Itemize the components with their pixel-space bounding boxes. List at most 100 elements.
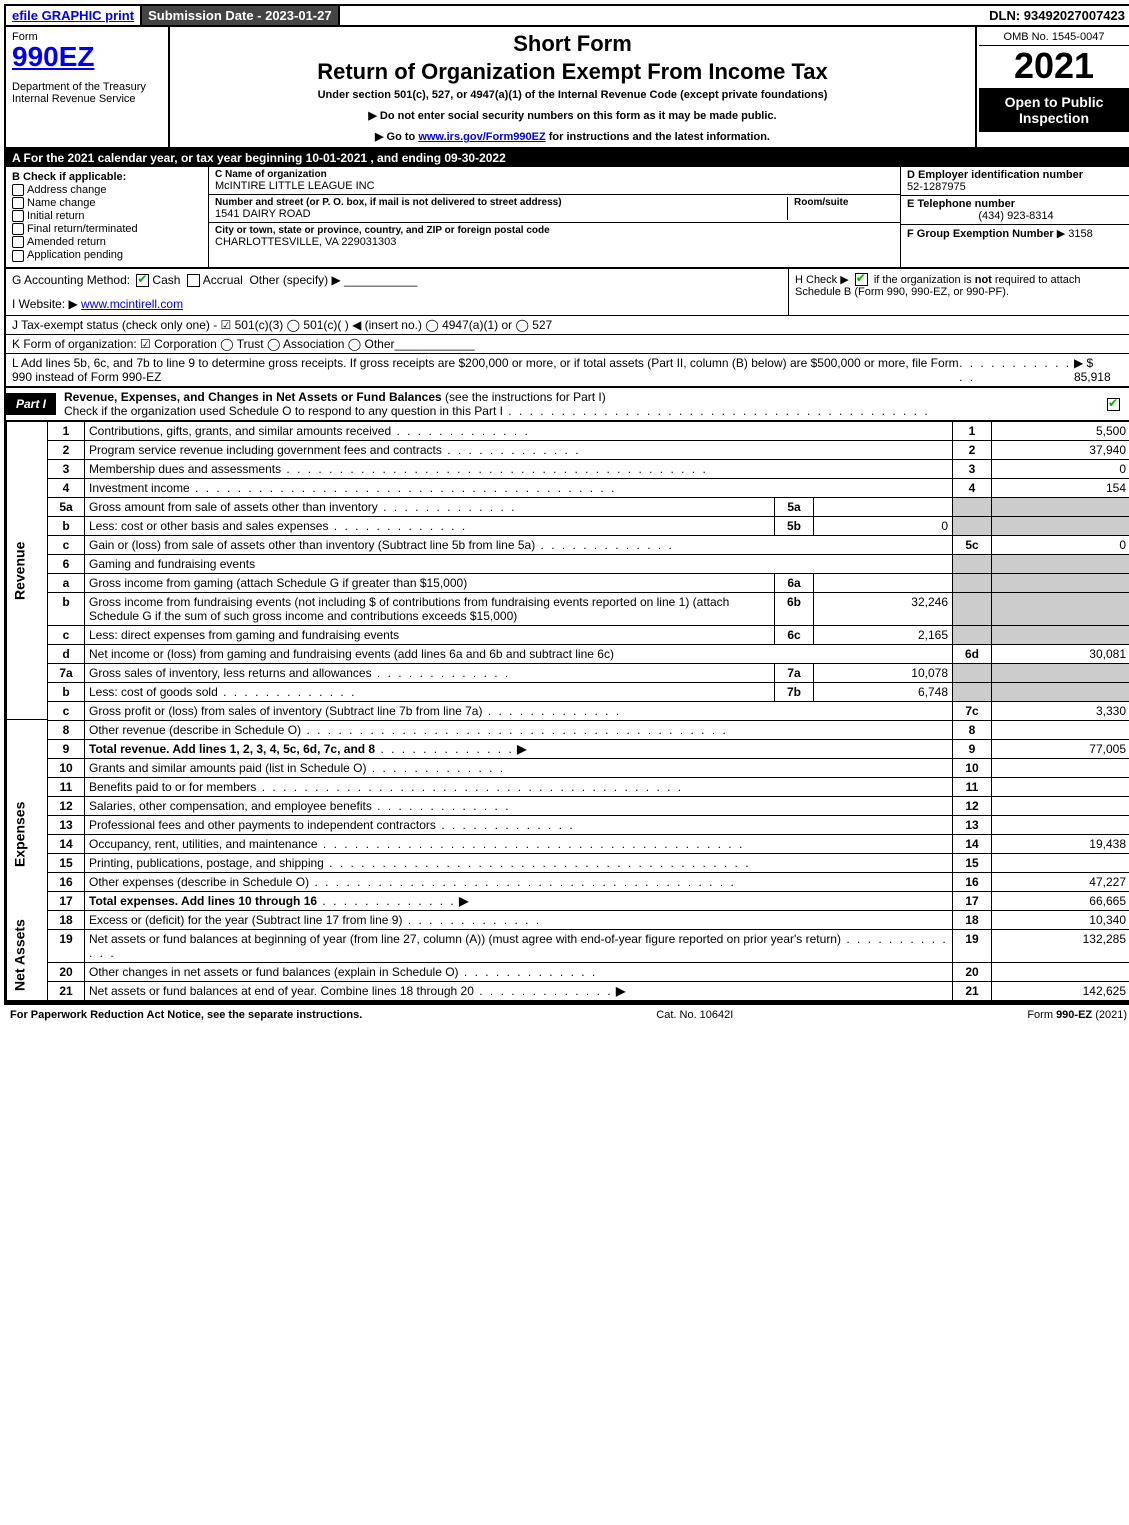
v5c: 0 [992, 535, 1129, 554]
footer-right: Form 990-EZ (2021) [1027, 1009, 1127, 1021]
section-h: H Check ▶ if the organization is not req… [788, 269, 1129, 315]
section-c: C Name of organization McINTIRE LITTLE L… [209, 167, 900, 267]
footer-mid: Cat. No. 10642I [362, 1009, 1027, 1021]
rn12: 12 [953, 796, 992, 815]
form-header: Form 990EZ Department of the Treasury In… [6, 27, 1129, 149]
chk-cash[interactable] [136, 274, 149, 287]
d2: Program service revenue including govern… [85, 440, 953, 459]
org-name: McINTIRE LITTLE LEAGUE INC [215, 180, 894, 192]
l-val: ▶ $ 85,918 [1074, 356, 1125, 384]
header-right: OMB No. 1545-0047 2021 Open to Public In… [975, 27, 1129, 147]
ln19: 19 [48, 929, 85, 962]
sl5a: 5a [775, 497, 814, 516]
g-lbl: G Accounting Method: [12, 273, 130, 287]
chk-name[interactable]: Name change [12, 197, 202, 209]
chk-pending[interactable]: Application pending [12, 249, 202, 261]
form-number-link[interactable]: 990EZ [12, 41, 95, 72]
d18: Excess or (deficit) for the year (Subtra… [85, 910, 953, 929]
chk-address[interactable]: Address change [12, 184, 202, 196]
part1-endcheck [1104, 397, 1129, 411]
sv7b: 6,748 [814, 682, 953, 701]
j-text: J Tax-exempt status (check only one) - ☑… [12, 318, 552, 332]
chk-initial[interactable]: Initial return [12, 210, 202, 222]
ln3: 3 [48, 459, 85, 478]
note-goto: ▶ Go to www.irs.gov/Form990EZ for instru… [174, 130, 971, 143]
rn2: 2 [953, 440, 992, 459]
ln2: 2 [48, 440, 85, 459]
omb: OMB No. 1545-0047 [979, 29, 1129, 46]
irs-link[interactable]: www.irs.gov/Form990EZ [418, 131, 545, 143]
ein-cell: D Employer identification number 52-1287… [901, 167, 1129, 196]
side-revenue: Revenue [7, 421, 48, 720]
d9: Total revenue. Add lines 1, 2, 3, 4, 5c,… [85, 739, 953, 758]
row-gh: G Accounting Method: Cash Accrual Other … [6, 269, 1129, 316]
ln7c: c [48, 701, 85, 720]
website-link[interactable]: www.mcintirell.com [81, 297, 183, 311]
city-cell: City or town, state or province, country… [209, 223, 900, 250]
ln6d: d [48, 644, 85, 663]
chk-amended[interactable]: Amended return [12, 236, 202, 248]
form-title: Return of Organization Exempt From Incom… [174, 59, 971, 85]
v10 [992, 758, 1129, 777]
d6b: Gross income from fundraising events (no… [85, 592, 775, 625]
l-text: L Add lines 5b, 6c, and 7b to line 9 to … [12, 356, 959, 384]
short-form: Short Form [174, 31, 971, 57]
row-l: L Add lines 5b, 6c, and 7b to line 9 to … [6, 354, 1129, 386]
d6: Gaming and fundraising events [85, 554, 953, 573]
street-cell: Number and street (or P. O. box, if mail… [209, 195, 900, 223]
h-t2: if the organization is [874, 274, 975, 286]
chk-accrual[interactable] [187, 274, 200, 287]
v6d: 30,081 [992, 644, 1129, 663]
d12: Salaries, other compensation, and employ… [85, 796, 953, 815]
ln5b: b [48, 516, 85, 535]
ln15: 15 [48, 853, 85, 872]
rn3: 3 [953, 459, 992, 478]
d6c: Less: direct expenses from gaming and fu… [85, 625, 775, 644]
i-lbl: I Website: ▶ [12, 297, 78, 311]
v14: 19,438 [992, 834, 1129, 853]
rn20: 20 [953, 962, 992, 981]
rn10: 10 [953, 758, 992, 777]
ln20: 20 [48, 962, 85, 981]
ln13: 13 [48, 815, 85, 834]
group-cell: F Group Exemption Number ▶ 3158 [901, 225, 1129, 242]
part1-tab: Part I [6, 393, 56, 415]
d1: Contributions, gifts, grants, and simila… [85, 421, 953, 440]
sv7a: 10,078 [814, 663, 953, 682]
sv6c: 2,165 [814, 625, 953, 644]
rn21: 21 [953, 981, 992, 1000]
dln: DLN: 93492027007423 [983, 6, 1129, 25]
cash-lbl: Cash [152, 273, 180, 287]
ln7b: b [48, 682, 85, 701]
d21: Net assets or fund balances at end of ye… [85, 981, 953, 1000]
h-not: not [975, 274, 992, 286]
row-j: J Tax-exempt status (check only one) - ☑… [6, 316, 1129, 335]
efile-link[interactable]: efile GRAPHIC print [6, 6, 140, 25]
v1: 5,500 [992, 421, 1129, 440]
sl6b: 6b [775, 592, 814, 625]
sv5a [814, 497, 953, 516]
d13: Professional fees and other payments to … [85, 815, 953, 834]
ein: 52-1287975 [907, 181, 1125, 193]
top-spacer [340, 6, 984, 25]
d3: Membership dues and assessments [85, 459, 953, 478]
v7c: 3,330 [992, 701, 1129, 720]
sl7b: 7b [775, 682, 814, 701]
rn14: 14 [953, 834, 992, 853]
rn9: 9 [953, 739, 992, 758]
chk-h[interactable] [855, 273, 868, 286]
header-center: Short Form Return of Organization Exempt… [170, 27, 975, 147]
d15: Printing, publications, postage, and shi… [85, 853, 953, 872]
chk-part1-o[interactable] [1107, 398, 1120, 411]
ln6c: c [48, 625, 85, 644]
efile-text[interactable]: efile GRAPHIC print [12, 8, 134, 23]
rn18: 18 [953, 910, 992, 929]
d7c: Gross profit or (loss) from sales of inv… [85, 701, 953, 720]
ln6a: a [48, 573, 85, 592]
ln6b: b [48, 592, 85, 625]
header-left: Form 990EZ Department of the Treasury In… [6, 27, 170, 147]
chk-final[interactable]: Final return/terminated [12, 223, 202, 235]
d5c: Gain or (loss) from sale of assets other… [85, 535, 953, 554]
d16: Other expenses (describe in Schedule O) [85, 872, 953, 891]
footer: For Paperwork Reduction Act Notice, see … [4, 1003, 1129, 1025]
